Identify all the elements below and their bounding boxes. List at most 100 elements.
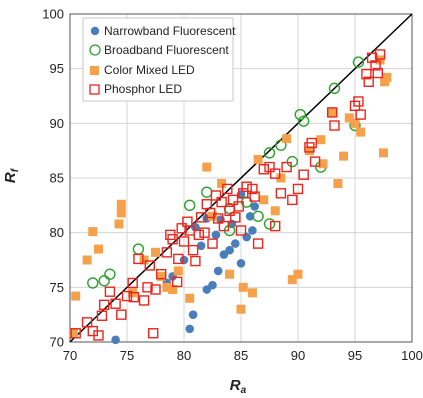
legend-box (82, 17, 234, 102)
plot-area-frame (69, 13, 413, 343)
point-phosphor-led (148, 328, 159, 339)
legend-marker-color-mixed-led (90, 66, 99, 75)
point-phosphor-led (233, 201, 244, 212)
point-phosphor-led (110, 298, 121, 309)
legend-marker-narrowband-fluorescent (90, 26, 100, 36)
point-phosphor-led (142, 282, 153, 293)
point-color-mixed-led (202, 162, 212, 172)
point-color-mixed-led (339, 151, 349, 161)
point-color-mixed-led (344, 113, 354, 123)
point-color-mixed-led (173, 266, 183, 276)
point-narrowband-fluorescent (248, 226, 257, 235)
point-phosphor-led (93, 330, 104, 341)
point-color-mixed-led (304, 146, 314, 156)
point-phosphor-led (161, 247, 173, 258)
point-color-mixed-led (356, 127, 366, 137)
point-phosphor-led (128, 291, 140, 303)
point-phosphor-led (298, 169, 309, 180)
point-color-mixed-led (379, 148, 388, 158)
point-color-mixed-led (168, 285, 178, 295)
point-phosphor-led (70, 328, 81, 339)
tick-labels: 70 75 80 85 90 95 100 70 75 80 85 90 95 100 (42, 7, 423, 364)
point-phosphor-led (372, 67, 383, 79)
point-phosphor-led (176, 223, 187, 234)
point-phosphor-led (227, 194, 239, 206)
point-color-mixed-led (318, 159, 328, 169)
point-phosphor-led (212, 213, 224, 224)
point-broadband-fluorescent (87, 277, 99, 289)
point-color-mixed-led (116, 208, 126, 218)
point-phosphor-led (216, 196, 227, 208)
point-color-mixed-led (68, 328, 78, 338)
point-color-mixed-led (247, 288, 257, 298)
point-broadband-fluorescent (263, 218, 276, 230)
point-color-mixed-led (225, 269, 235, 279)
point-phosphor-led (241, 181, 252, 192)
y-tick-label: 90 (50, 116, 64, 131)
point-color-mixed-led (217, 178, 227, 188)
point-narrowband-fluorescent (225, 245, 234, 255)
point-narrowband-fluorescent (188, 310, 198, 319)
point-color-mixed-led (238, 282, 248, 292)
x-tick-label: 85 (234, 348, 248, 363)
point-broadband-fluorescent (352, 56, 365, 68)
point-narrowband-fluorescent (231, 239, 240, 248)
point-phosphor-led (116, 309, 127, 320)
point-narrowband-fluorescent (196, 241, 206, 251)
point-phosphor-led (171, 276, 183, 288)
point-phosphor-led (355, 109, 366, 120)
point-broadband-fluorescent (98, 275, 110, 287)
point-broadband-fluorescent (104, 268, 116, 280)
point-phosphor-led (165, 229, 176, 241)
x-tick-label: 75 (120, 348, 134, 363)
point-narrowband-fluorescent (213, 266, 223, 276)
x-tick-label: 100 (401, 348, 423, 363)
point-color-mixed-led (276, 173, 286, 183)
point-phosphor-led (205, 207, 216, 219)
point-phosphor-led (370, 60, 381, 71)
point-color-mixed-led (156, 271, 166, 281)
point-broadband-fluorescent (294, 108, 306, 121)
point-phosphor-led (363, 76, 374, 87)
x-tick-label: 80 (177, 348, 191, 363)
point-phosphor-led (374, 49, 386, 60)
point-color-mixed-led (333, 178, 343, 188)
point-broadband-fluorescent (298, 115, 310, 127)
y-tick-label: 75 (50, 280, 64, 295)
point-phosphor-led (81, 317, 93, 328)
point-phosphor-led (287, 194, 298, 206)
point-color-mixed-led (82, 255, 92, 265)
point-phosphor-led (199, 227, 210, 238)
point-color-mixed-led (208, 211, 217, 221)
legend-label-narrowband-fluorescent: Narrowband Fluorescent (104, 24, 236, 38)
point-broadband-fluorescent (328, 82, 341, 95)
point-phosphor-led (327, 107, 338, 118)
point-narrowband-fluorescent (236, 258, 246, 268)
point-phosphor-led (193, 229, 205, 241)
point-color-mixed-led (236, 304, 246, 314)
point-broadband-fluorescent (183, 199, 196, 212)
point-color-mixed-led (270, 206, 280, 216)
point-broadband-fluorescent (132, 243, 145, 255)
point-phosphor-led (264, 161, 275, 173)
point-phosphor-led (150, 284, 161, 295)
point-phosphor-led (178, 236, 190, 247)
point-broadband-fluorescent (286, 155, 298, 168)
point-phosphor-led (127, 277, 138, 289)
point-phosphor-led (190, 255, 201, 267)
point-narrowband-fluorescent (191, 222, 200, 232)
point-phosphor-led (133, 253, 144, 265)
point-color-mixed-led (327, 107, 337, 117)
point-phosphor-led (366, 52, 378, 63)
y-tick-label: 100 (42, 7, 64, 22)
point-phosphor-led (270, 220, 281, 232)
point-narrowband-fluorescent (179, 255, 189, 265)
point-broadband-fluorescent (263, 147, 276, 159)
point-narrowband-fluorescent (245, 211, 255, 221)
point-phosphor-led (230, 212, 241, 223)
point-phosphor-led (353, 96, 364, 107)
point-phosphor-led (138, 295, 150, 306)
point-phosphor-led (144, 260, 156, 271)
point-color-mixed-led (94, 244, 103, 254)
